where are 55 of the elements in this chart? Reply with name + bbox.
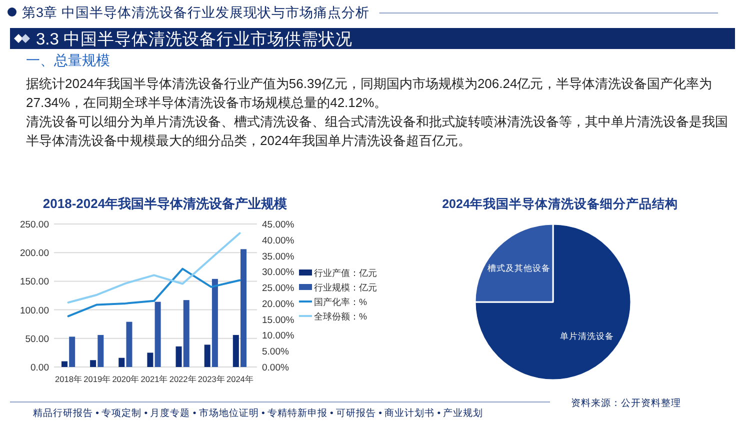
bar — [61, 361, 68, 367]
legend-label: 国产化率：% — [314, 297, 368, 307]
y2-tick-label: 10.00% — [262, 330, 295, 342]
bar — [118, 358, 125, 367]
text: 第3章 中国半导体清洗设备行业发展现状与市场痛点分析 — [22, 5, 370, 20]
bar — [183, 300, 190, 367]
bar — [232, 334, 239, 367]
bar — [204, 344, 210, 367]
line-series — [67, 232, 241, 304]
x-tick-label: 2023年 — [198, 374, 224, 384]
y2-tick-label: 25.00% — [262, 283, 295, 294]
bar — [126, 322, 132, 367]
legend-label: 全球份额：% — [314, 312, 368, 322]
y-tick-label: 150.00 — [20, 276, 49, 288]
bar — [69, 336, 76, 367]
chart-title: 2024年我国半导体清洗设备细分产品结构 — [442, 196, 678, 211]
y2-tick-label: 30.00% — [262, 267, 295, 278]
x-tick-label: 2024年 — [226, 374, 253, 384]
text: 据统计2024年我国半导体清洗设备行业产值为56.39亿元，同期国内市场规模为206.24亿元，半导体清洗设备国产化率为27.34%，在同期全球半导体清洗设备市场规模总量的42.12%。 — [26, 75, 714, 112]
bar — [212, 278, 218, 367]
line-series — [67, 268, 241, 318]
text: 精品行研报告 • 专项定制 • 月度专题 • 市场地位证明 • 专精特新申报 • 可研报告 • 商业计划书 • 产业规划 — [33, 407, 484, 419]
y2-tick-label: 45.00% — [262, 220, 295, 230]
pie-slice — [474, 223, 632, 381]
y-tick-label: 50.00 — [25, 334, 49, 345]
slice-label: 槽式及其他设备 — [487, 262, 550, 273]
text: 3.3 中国半导体清洗设备行业市场供需状况 — [36, 30, 353, 48]
y-tick-label: 0.00 — [30, 362, 49, 374]
legend-label: 行业规模：亿元 — [314, 282, 377, 292]
x-tick-label: 2022年 — [169, 374, 196, 384]
x-tick-label: 2021年 — [140, 374, 168, 384]
bar — [154, 302, 161, 367]
y-tick-label: 100.00 — [20, 305, 49, 316]
bar — [240, 249, 247, 367]
y2-tick-label: 0.00% — [262, 362, 290, 374]
chart-title: 2018-2024年我国半导体清洗设备产业规模 — [42, 196, 288, 211]
legend-label: 行业产值：亿元 — [314, 268, 377, 278]
y2-tick-label: 20.00% — [262, 298, 295, 310]
slice-label: 单片清洗设备 — [560, 331, 614, 342]
y2-tick-label: 5.00% — [262, 346, 290, 358]
bar — [90, 360, 96, 367]
bar — [176, 346, 182, 367]
text: 资料来源：公开资料整理 — [571, 397, 681, 409]
bar — [98, 334, 104, 367]
y-tick-label: 200.00 — [20, 248, 49, 260]
bar — [147, 352, 154, 367]
y2-tick-label: 40.00% — [262, 235, 295, 246]
x-tick-label: 2020年 — [112, 374, 139, 384]
text: 一、总量规模 — [26, 52, 110, 68]
x-tick-label: 2018年 — [55, 374, 82, 384]
x-tick-label: 2019年 — [84, 374, 110, 384]
y2-tick-label: 35.00% — [262, 251, 295, 262]
text: 清洗设备可以细分为单片清洗设备、槽式清洗设备、组合式清洗设备和批式旋转喷淋清洗设备等，其中单片清洗设备是我国半导体清洗设备中规模最大的细分品类，2024年我国单片清洗设备超百亿元。 — [26, 113, 729, 150]
y2-tick-label: 15.00% — [262, 314, 295, 326]
y-tick-label: 250.00 — [20, 220, 49, 230]
